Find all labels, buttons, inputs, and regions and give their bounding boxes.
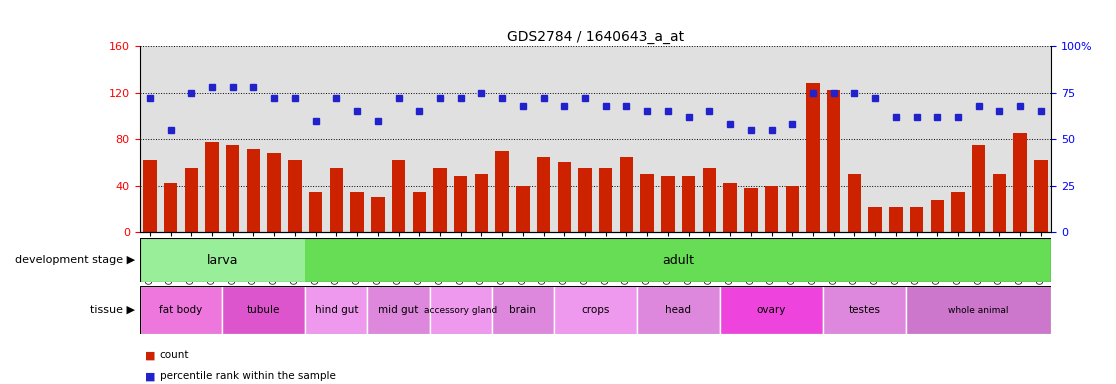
Text: testes: testes bbox=[849, 305, 881, 315]
Bar bbox=[599, 168, 613, 232]
Bar bbox=[824, 286, 906, 334]
Bar bbox=[764, 186, 778, 232]
Text: ■: ■ bbox=[145, 371, 155, 381]
Bar bbox=[371, 197, 385, 232]
Bar bbox=[641, 174, 654, 232]
Text: count: count bbox=[160, 350, 189, 360]
Text: fat body: fat body bbox=[160, 305, 203, 315]
Bar bbox=[951, 192, 964, 232]
Bar bbox=[205, 142, 219, 232]
Bar bbox=[309, 192, 323, 232]
Text: GDS2784 / 1640643_a_at: GDS2784 / 1640643_a_at bbox=[507, 30, 684, 44]
Bar bbox=[516, 186, 530, 232]
Text: whole animal: whole animal bbox=[949, 306, 1009, 314]
Bar bbox=[474, 174, 488, 232]
Bar bbox=[661, 177, 675, 232]
Bar bbox=[827, 90, 840, 232]
Bar bbox=[744, 188, 758, 232]
Bar bbox=[848, 174, 862, 232]
Bar bbox=[164, 184, 177, 232]
Text: adult: adult bbox=[662, 254, 694, 266]
Bar bbox=[931, 200, 944, 232]
Text: hind gut: hind gut bbox=[315, 305, 358, 315]
Bar bbox=[578, 168, 591, 232]
Text: ■: ■ bbox=[145, 350, 155, 360]
Text: head: head bbox=[665, 305, 691, 315]
Bar bbox=[554, 286, 637, 334]
Bar bbox=[413, 192, 426, 232]
Bar bbox=[637, 286, 720, 334]
Bar bbox=[786, 186, 799, 232]
Bar bbox=[537, 157, 550, 232]
Bar bbox=[247, 149, 260, 232]
Bar bbox=[682, 177, 695, 232]
Bar bbox=[972, 145, 985, 232]
Bar bbox=[619, 157, 633, 232]
Bar bbox=[268, 153, 281, 232]
Text: development stage ▶: development stage ▶ bbox=[15, 255, 135, 265]
Text: crops: crops bbox=[581, 305, 609, 315]
Bar bbox=[720, 286, 824, 334]
Text: brain: brain bbox=[509, 305, 537, 315]
Bar bbox=[392, 160, 405, 232]
Text: accessory gland: accessory gland bbox=[424, 306, 498, 314]
Text: mid gut: mid gut bbox=[378, 305, 418, 315]
Bar bbox=[367, 286, 430, 334]
Text: ovary: ovary bbox=[757, 305, 786, 315]
Bar bbox=[558, 162, 571, 232]
Text: percentile rank within the sample: percentile rank within the sample bbox=[160, 371, 336, 381]
Bar bbox=[492, 286, 554, 334]
Bar bbox=[433, 168, 446, 232]
Bar bbox=[1035, 160, 1048, 232]
Bar bbox=[329, 168, 343, 232]
Bar bbox=[306, 238, 1051, 282]
Bar bbox=[993, 174, 1007, 232]
Bar bbox=[906, 286, 1051, 334]
Bar bbox=[227, 145, 240, 232]
Bar bbox=[454, 177, 468, 232]
Bar bbox=[140, 238, 306, 282]
Bar bbox=[496, 151, 509, 232]
Bar bbox=[350, 192, 364, 232]
Bar bbox=[703, 168, 716, 232]
Bar bbox=[1013, 133, 1027, 232]
Text: larva: larva bbox=[206, 254, 238, 266]
Text: tissue ▶: tissue ▶ bbox=[90, 305, 135, 315]
Bar bbox=[430, 286, 492, 334]
Bar bbox=[184, 168, 198, 232]
Bar bbox=[288, 160, 301, 232]
Bar bbox=[723, 184, 737, 232]
Bar bbox=[306, 286, 367, 334]
Bar bbox=[222, 286, 306, 334]
Bar bbox=[140, 286, 222, 334]
Bar bbox=[910, 207, 923, 232]
Bar bbox=[868, 207, 882, 232]
Bar bbox=[889, 207, 903, 232]
Bar bbox=[143, 160, 156, 232]
Bar bbox=[806, 83, 820, 232]
Text: tubule: tubule bbox=[247, 305, 280, 315]
